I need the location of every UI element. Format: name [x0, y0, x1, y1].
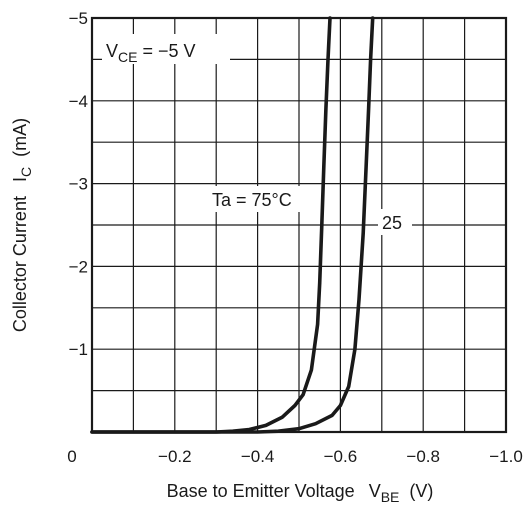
series-curves	[90, 16, 375, 434]
series-label-25-bg	[378, 209, 412, 235]
condition-label: VCE = −5 V	[106, 41, 196, 65]
y-tick-labels: −1 −2 −3 −4 −5	[69, 9, 88, 359]
x-tick-label: −0.6	[324, 447, 358, 466]
x-axis-label-unit: (V)	[409, 481, 433, 501]
x-tick-label: 0	[67, 447, 76, 466]
x-axis-label-main: Base to Emitter Voltage	[167, 481, 355, 501]
x-axis-label-symbol: V	[369, 481, 381, 501]
y-axis-label-unit: (mA)	[10, 118, 30, 157]
x-tick-label: −1.0	[489, 447, 523, 466]
x-tick-label: −0.2	[158, 447, 192, 466]
y-tick-label: −4	[69, 92, 88, 111]
condition-label-bg	[102, 34, 230, 64]
x-axis-label: Base to Emitter Voltage VBE (V)	[167, 481, 434, 505]
condition-rest: = −5 V	[137, 41, 195, 61]
y-tick-label: −5	[69, 9, 88, 28]
y-tick-label: −1	[69, 340, 88, 359]
y-tick-label: −3	[69, 175, 88, 194]
series-label-25: 25	[382, 213, 402, 233]
y-axis-label-symbol: I	[10, 177, 30, 182]
y-axis-label-main: Collector Current	[10, 196, 30, 332]
grid-lines	[92, 18, 506, 432]
series-line-1	[90, 16, 375, 434]
y-tick-label: −2	[69, 257, 88, 276]
y-axis-label-sub: C	[18, 167, 34, 177]
y-axis-label: Collector Current IC (mA)	[10, 118, 34, 332]
x-axis-label-sub: BE	[381, 489, 400, 505]
x-tick-label: −0.8	[406, 447, 440, 466]
series-label-75-bg	[204, 186, 320, 212]
condition-sub: CE	[118, 49, 137, 65]
condition-symbol: V	[106, 41, 118, 61]
plot-frame	[90, 16, 508, 434]
series-label-75: Ta = 75°C	[212, 190, 292, 210]
x-tick-labels: 0 −0.2 −0.4 −0.6 −0.8 −1.0	[67, 447, 523, 466]
x-tick-label: −0.4	[241, 447, 275, 466]
